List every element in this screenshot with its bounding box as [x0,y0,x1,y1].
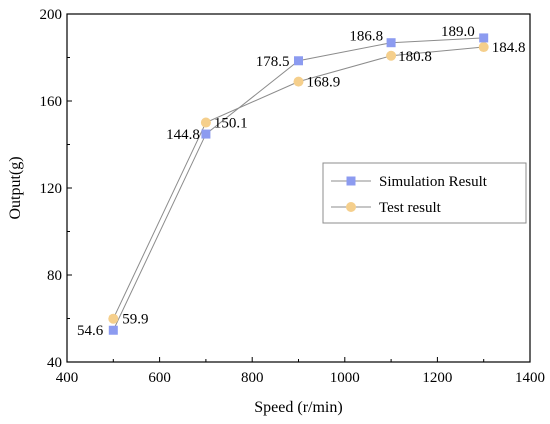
x-tick-label: 600 [148,370,171,386]
legend: Simulation Result Test result [322,162,527,224]
y-tick-label: 200 [40,7,63,23]
test-point [386,50,397,61]
x-axis-title: Speed (r/min) [254,399,342,416]
data-labels: 54.6 144.8 178.5 186.8 189.0 59.9 150.1 168.9 18… [77,24,525,339]
test-point [200,117,211,128]
series-markers [108,33,489,335]
simulation-point [294,56,303,66]
x-tick-label: 1000 [330,370,360,386]
axis-ticks: 400 600 800 1000 1200 1400 40 80 120 160 200 [40,7,546,386]
test-data-label: 59.9 [122,312,148,328]
test-data-label: 180.8 [398,49,432,65]
x-tick-label: 800 [241,370,264,386]
simulation-data-label: 189.0 [441,24,475,40]
test-data-label: 150.1 [214,116,248,132]
x-tick-label: 400 [56,370,79,386]
y-tick-label: 40 [47,355,62,371]
simulation-data-label: 144.8 [166,127,200,143]
legend-circle-marker [346,202,356,212]
legend-square-marker [346,176,356,186]
x-tick-label: 1200 [422,370,452,386]
y-tick-label: 80 [47,268,62,284]
simulation-point [201,129,211,139]
simulation-point [386,38,396,48]
legend-entries: Simulation Result Test result [331,174,488,216]
legend-entry-label: Test result [379,200,442,216]
y-tick-label: 120 [40,181,63,197]
simulation-point [479,33,489,43]
legend-box [322,162,527,224]
test-point [478,42,489,53]
x-tick-label: 1400 [515,370,545,386]
test-point [293,76,304,87]
legend-entry-label: Simulation Result [379,174,488,190]
simulation-data-label: 54.6 [77,323,104,339]
simulation-point [108,325,118,335]
simulation-data-label: 178.5 [256,54,290,70]
test-point [108,313,119,324]
test-data-label: 184.8 [492,40,526,56]
test-data-label: 168.9 [307,75,341,91]
y-axis-title: Output(g) [7,156,24,219]
y-tick-label: 160 [40,94,63,110]
simulation-data-label: 186.8 [349,29,383,45]
